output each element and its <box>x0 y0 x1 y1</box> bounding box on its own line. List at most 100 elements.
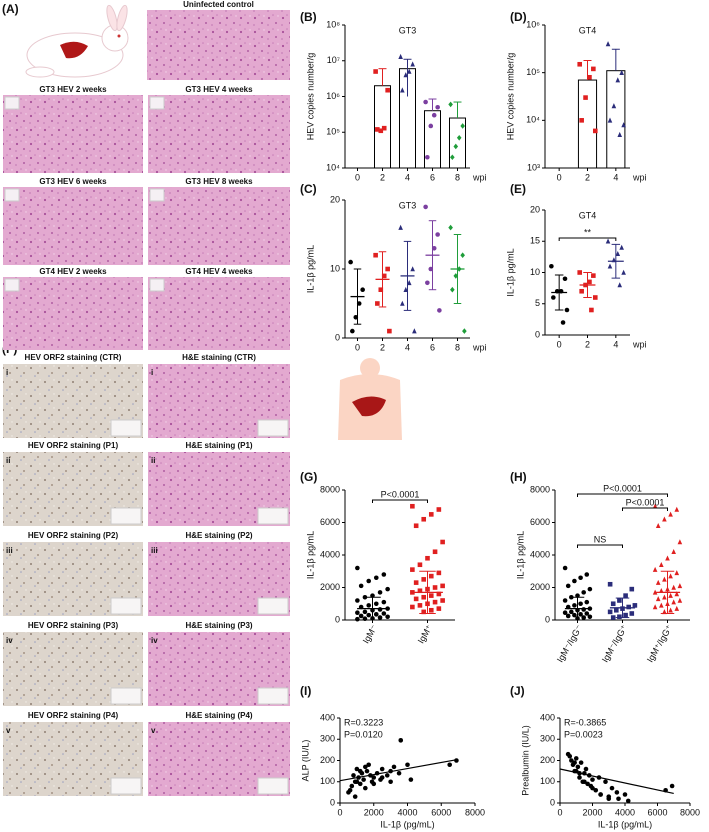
data-point <box>584 572 590 577</box>
image-caption: H&E staining (P3) <box>185 621 252 630</box>
data-point <box>620 606 625 611</box>
panel-label: (I) <box>300 684 311 698</box>
data-point <box>581 607 586 612</box>
annotation: P<0.0001 <box>603 483 642 493</box>
data-point <box>425 280 430 286</box>
panel-label: (D) <box>510 10 527 24</box>
y-tick-label: 300 <box>540 734 555 744</box>
image-caption: HEV ORF2 staining (P1) <box>28 441 119 450</box>
data-point <box>567 753 573 759</box>
data-point <box>617 598 622 603</box>
data-point <box>366 578 372 584</box>
data-point <box>377 615 383 620</box>
data-point <box>358 583 364 589</box>
fit-line <box>559 768 674 795</box>
data-point <box>436 507 442 512</box>
y-tick-label: 10⁶ <box>326 91 340 101</box>
data-point <box>378 128 384 134</box>
data-point <box>417 588 423 594</box>
data-point <box>355 616 360 622</box>
y-tick-label: 400 <box>540 712 555 722</box>
y-axis-label: IL-1β pg/mL <box>305 531 315 579</box>
thumbnail <box>149 188 165 202</box>
data-point <box>354 766 360 772</box>
data-point <box>400 87 405 93</box>
x-tick-label: 4000 <box>615 807 635 817</box>
data-point <box>655 522 661 529</box>
histology-image <box>3 95 143 173</box>
data-point <box>396 770 402 776</box>
data-point <box>413 580 419 585</box>
data-point <box>572 760 577 765</box>
data-point <box>652 503 658 509</box>
x-tick-label: 2 <box>380 172 385 182</box>
data-point <box>578 612 583 617</box>
data-point <box>583 766 589 772</box>
x-axis-label: IL-1β (pg/mL) <box>598 819 652 829</box>
data-point <box>606 796 612 802</box>
y-axis-label: Prealbumin (IU/L) <box>520 725 530 796</box>
thumbnail <box>149 278 165 292</box>
data-point <box>674 605 680 611</box>
data-point <box>623 593 628 598</box>
data-point <box>400 300 405 306</box>
data-point <box>432 585 438 590</box>
x-tick-label: IgM⁺ <box>416 623 435 645</box>
data-point <box>453 143 459 150</box>
thumbnail <box>257 597 289 615</box>
y-tick-label: 10³ <box>527 162 540 172</box>
x-tick-label: 0 <box>557 807 562 817</box>
histology-image <box>3 187 143 265</box>
y-tick-label: 10⁶ <box>526 19 540 29</box>
data-point <box>421 516 427 522</box>
histology-image <box>148 187 290 265</box>
chart-title: GT4 <box>579 25 597 35</box>
significance-bracket <box>372 499 428 503</box>
data-point <box>581 590 586 595</box>
panel-label: (A) <box>2 2 19 16</box>
image-numeral: iv <box>151 636 158 645</box>
data-point <box>615 250 621 257</box>
data-point <box>381 572 387 577</box>
data-point <box>582 779 587 785</box>
data-point <box>373 601 379 607</box>
thumbnail <box>257 419 289 437</box>
y-tick-label: 0 <box>550 797 555 807</box>
data-point <box>421 577 427 582</box>
data-point <box>591 273 596 278</box>
y-tick-label: 0 <box>545 614 550 624</box>
image-caption: GT4 HEV 2 weeks <box>39 267 107 276</box>
chart-title: GT3 <box>399 200 417 210</box>
torso-icon <box>338 358 402 440</box>
image-caption: HEV ORF2 staining (P2) <box>28 531 119 540</box>
data-point <box>625 798 631 804</box>
data-point <box>406 68 412 74</box>
annotation: R=-0.3865 <box>564 717 606 727</box>
data-point <box>572 612 577 618</box>
histology-image <box>3 277 143 350</box>
y-tick-label: 6000 <box>320 517 340 527</box>
data-point <box>652 589 658 595</box>
data-point <box>460 252 465 258</box>
data-point <box>355 598 360 603</box>
data-point <box>662 516 667 522</box>
image-numeral: i <box>151 368 153 377</box>
data-point <box>587 614 593 620</box>
data-point <box>592 295 598 300</box>
data-point <box>358 613 364 619</box>
data-point <box>398 53 403 59</box>
data-point <box>385 87 390 93</box>
data-point <box>577 775 582 780</box>
data-point <box>614 607 619 613</box>
data-point <box>659 561 664 568</box>
x-tick-label: 2 <box>585 339 590 349</box>
data-point <box>575 607 580 613</box>
data-point <box>652 604 658 610</box>
data-point <box>619 69 624 75</box>
data-point <box>448 101 453 108</box>
data-point <box>428 266 434 272</box>
data-point <box>575 764 581 770</box>
x-tick-label: 6 <box>430 172 435 182</box>
data-point <box>385 614 390 620</box>
annotation: P<0.0001 <box>626 497 665 507</box>
